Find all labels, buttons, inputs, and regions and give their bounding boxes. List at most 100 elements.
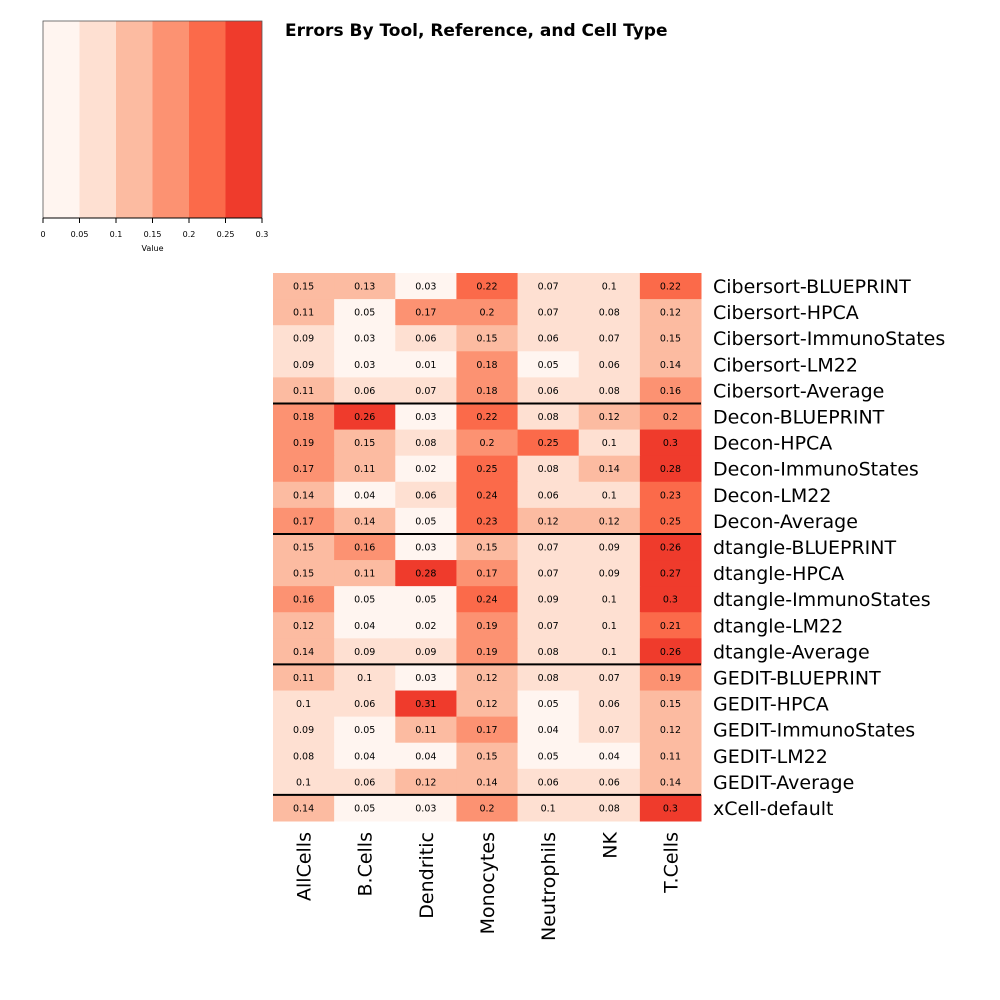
heatmap-cell <box>578 533 641 561</box>
heatmap-cell <box>273 560 335 587</box>
cell-value-label: 0.15 <box>293 282 314 293</box>
heatmap-cell <box>273 638 335 665</box>
heatmap-cell <box>639 325 702 352</box>
cell-value-label: 0.14 <box>660 360 681 371</box>
cell-value-label: 0.1 <box>602 595 617 606</box>
heatmap-cell <box>456 560 519 587</box>
heatmap-cell <box>578 742 641 770</box>
cell-value-label: 0.25 <box>476 464 497 475</box>
cell-value-label: 0.18 <box>476 386 497 397</box>
heatmap-cell <box>395 612 457 639</box>
heatmap-cell <box>578 690 641 718</box>
row-label: GEDIT-ImmunoStates <box>713 720 915 742</box>
heatmap-cell <box>273 533 335 561</box>
legend-color-band <box>79 21 116 218</box>
heatmap-cell <box>578 429 641 457</box>
heatmap-cell <box>395 507 457 535</box>
cell-value-label: 0.05 <box>538 699 559 710</box>
row-label: Cibersort-BLUEPRINT <box>713 276 911 298</box>
cell-value-label: 0.06 <box>354 699 375 710</box>
cell-value-label: 0.07 <box>538 282 559 293</box>
cell-value-label: 0.11 <box>354 569 375 580</box>
cell-value-label: 0.27 <box>660 569 681 580</box>
row-label: GEDIT-HPCA <box>713 694 829 716</box>
cell-value-label: 0.1 <box>541 803 556 814</box>
heatmap-cell <box>639 794 702 822</box>
row-label: Decon-HPCA <box>713 433 832 455</box>
heatmap-cell <box>334 638 396 665</box>
cell-value-label: 0.1 <box>296 777 311 788</box>
cell-value-label: 0.05 <box>415 516 436 527</box>
heatmap-cell <box>517 351 580 378</box>
cell-value-label: 0.08 <box>415 438 436 449</box>
row-label: GEDIT-LM22 <box>713 746 828 768</box>
cell-value-label: 0.14 <box>293 647 314 658</box>
cell-value-label: 0.04 <box>354 751 375 762</box>
row-label: dtangle-HPCA <box>713 563 844 585</box>
cell-value-label: 0.05 <box>538 751 559 762</box>
cell-value-label: 0.21 <box>660 621 681 632</box>
cell-value-label: 0.11 <box>293 386 314 397</box>
heatmap-cell <box>273 377 335 404</box>
cell-value-label: 0.17 <box>476 725 497 736</box>
row-label: Cibersort-ImmunoStates <box>713 328 945 350</box>
heatmap-cell <box>639 768 702 796</box>
heatmap-cell <box>456 586 519 613</box>
heatmap-cell <box>578 351 641 378</box>
cell-value-label: 0.08 <box>538 412 559 423</box>
heatmap-cell <box>456 664 519 692</box>
heatmap-cell <box>456 690 519 718</box>
legend-tick-label: 0 <box>40 230 45 239</box>
row-label: xCell-default <box>713 798 833 820</box>
heatmap-cell <box>334 794 396 822</box>
heatmap-cell <box>395 716 457 744</box>
heatmap-cell <box>273 325 335 352</box>
heatmap-cell <box>517 716 580 744</box>
heatmap-cell <box>273 716 335 744</box>
heatmap-cell <box>395 351 457 378</box>
cell-value-label: 0.04 <box>354 621 375 632</box>
legend-color-band <box>43 21 80 218</box>
heatmap-cell <box>578 299 641 326</box>
heatmap-cell <box>456 612 519 639</box>
cell-value-label: 0.07 <box>599 334 620 345</box>
heatmap-cell <box>273 507 335 535</box>
heatmap-cell <box>517 586 580 613</box>
heatmap-cell <box>456 768 519 796</box>
cell-value-label: 0.15 <box>354 438 375 449</box>
heatmap-cell <box>578 273 641 300</box>
heatmap-cell <box>456 325 519 352</box>
heatmap-cell <box>334 560 396 587</box>
heatmap-cell <box>456 481 519 509</box>
cell-value-label: 0.08 <box>538 673 559 684</box>
heatmap-cell <box>639 377 702 404</box>
heatmap-cell <box>517 429 580 457</box>
cell-value-label: 0.14 <box>660 777 681 788</box>
heatmap-cell <box>456 273 519 300</box>
cell-value-label: 0.31 <box>415 699 436 710</box>
column-label: AllCells <box>294 832 316 901</box>
cell-value-label: 0.25 <box>538 438 559 449</box>
heatmap-cell <box>456 299 519 326</box>
heatmap-cell <box>456 455 519 483</box>
heatmap-cell <box>334 690 396 718</box>
cell-value-label: 0.2 <box>479 438 494 449</box>
cell-value-label: 0.15 <box>660 699 681 710</box>
heatmap-cell <box>456 403 519 431</box>
heatmap-cell <box>517 299 580 326</box>
heatmap-cell <box>273 690 335 718</box>
cell-value-label: 0.12 <box>476 673 497 684</box>
cell-value-label: 0.08 <box>538 647 559 658</box>
cell-value-label: 0.09 <box>599 543 620 554</box>
cell-value-label: 0.03 <box>415 282 436 293</box>
cell-value-label: 0.03 <box>415 673 436 684</box>
heatmap-cell <box>578 560 641 587</box>
heatmap-cell <box>334 768 396 796</box>
heatmap-cell <box>273 586 335 613</box>
cell-value-label: 0.06 <box>538 334 559 345</box>
cell-value-label: 0.06 <box>538 386 559 397</box>
heatmap-cell <box>395 533 457 561</box>
cell-value-label: 0.04 <box>415 751 436 762</box>
cell-value-label: 0.08 <box>293 751 314 762</box>
row-label: dtangle-BLUEPRINT <box>713 537 896 559</box>
